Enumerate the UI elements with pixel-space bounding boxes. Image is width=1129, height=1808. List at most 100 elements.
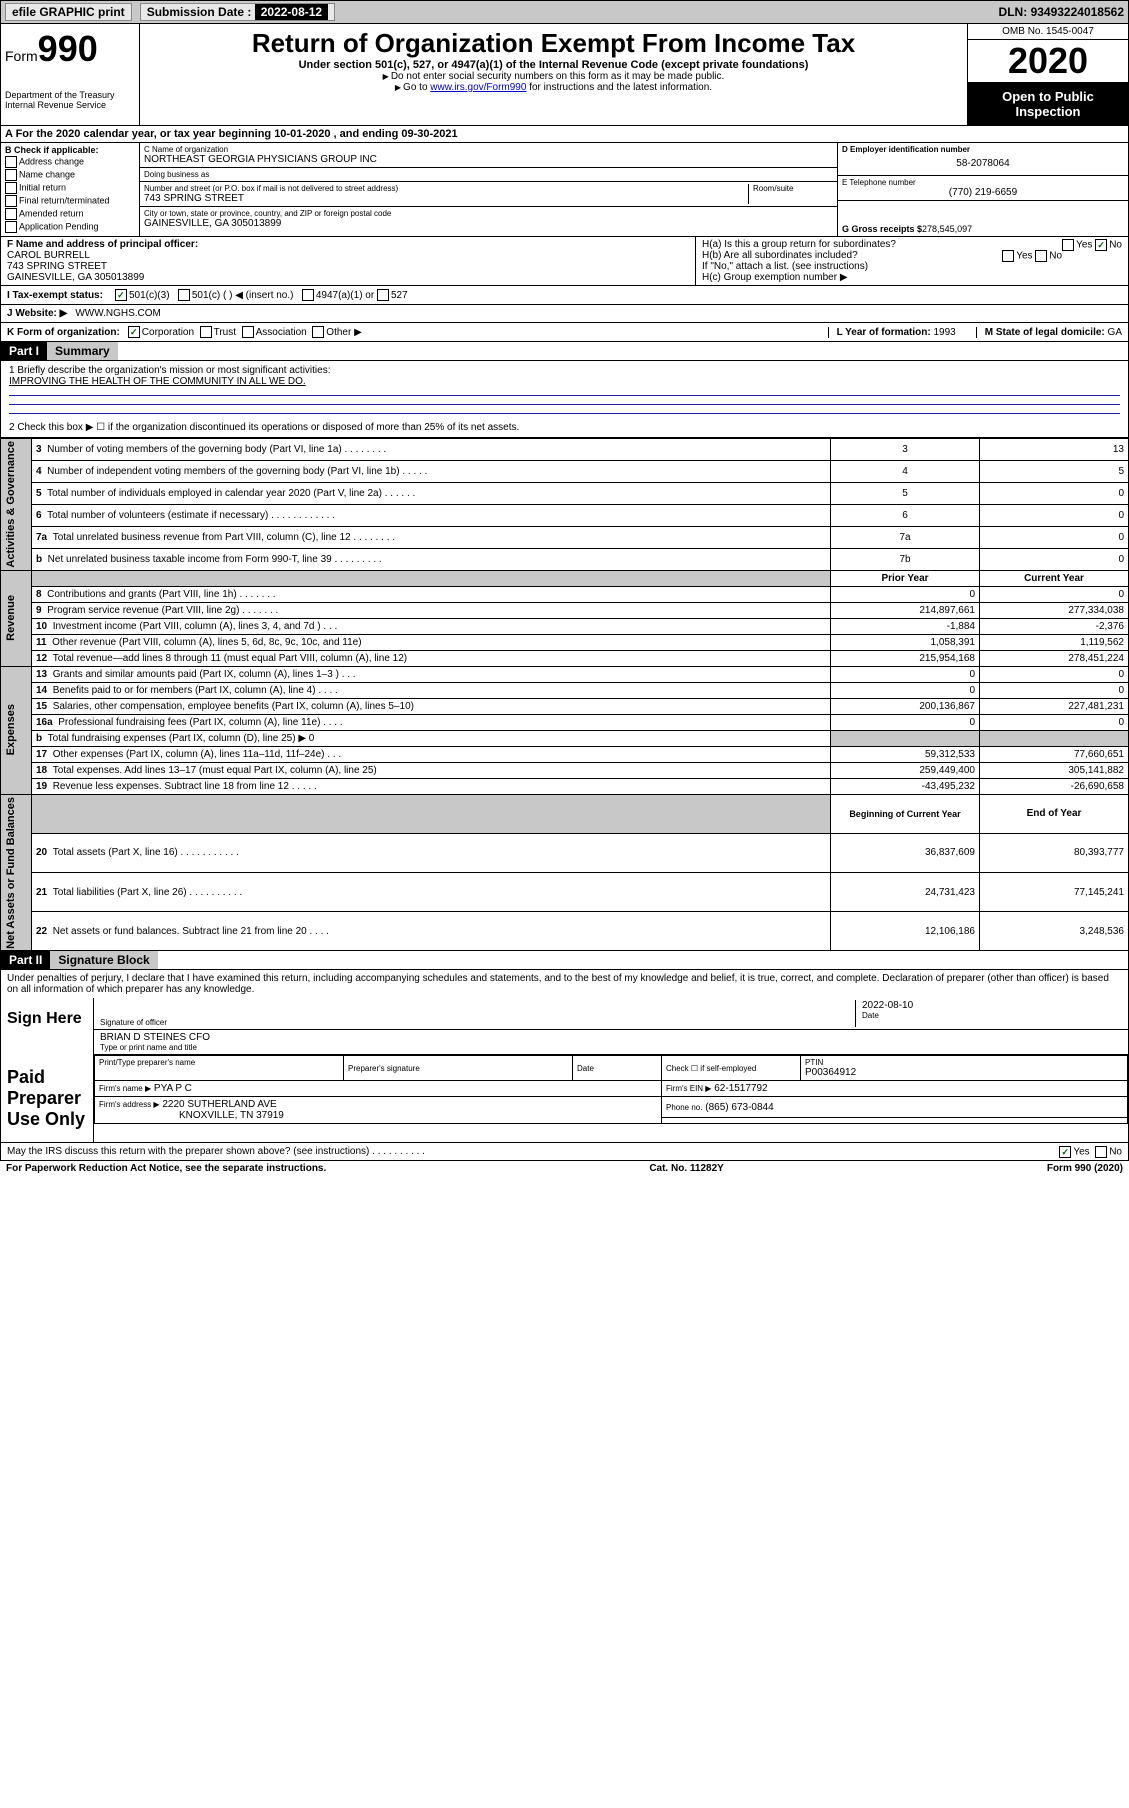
- self-emp-check: Check ☐ if self-employed: [662, 1056, 801, 1081]
- form-title: Return of Organization Exempt From Incom…: [144, 28, 963, 59]
- chk-corp[interactable]: [128, 326, 140, 338]
- section-revenue: Revenue: [5, 595, 17, 641]
- prep-sig-label: Preparer's signature: [348, 1064, 568, 1073]
- chk-app-pending[interactable]: Application Pending: [5, 221, 135, 233]
- line2-discontinued: 2 Check this box ▶ ☐ if the organization…: [9, 422, 1120, 433]
- efile-label[interactable]: efile GRAPHIC print: [5, 3, 132, 21]
- hc-label: H(c) Group exemption number ▶: [702, 272, 1122, 283]
- domicile: GA: [1108, 327, 1122, 338]
- footer: For Paperwork Reduction Act Notice, see …: [0, 1161, 1129, 1176]
- officer-name-typed: BRIAN D STEINES CFO: [100, 1032, 210, 1043]
- firm-addr2: KNOXVILLE, TN 37919: [179, 1110, 284, 1121]
- type-name-label: Type or print name and title: [100, 1043, 210, 1052]
- firm-name-label: Firm's name ▶: [99, 1084, 151, 1093]
- chk-initial-return[interactable]: Initial return: [5, 182, 135, 194]
- col-b-checkboxes: B Check if applicable: Address change Na…: [1, 143, 140, 236]
- beg-year-header: Beginning of Current Year: [831, 794, 980, 833]
- hb-label: H(b) Are all subordinates included?: [702, 250, 858, 261]
- sub-date-label: Submission Date :: [147, 5, 252, 19]
- dept-label: Department of the Treasury: [5, 90, 135, 100]
- form-title-block: Return of Organization Exempt From Incom…: [140, 24, 967, 125]
- sig-date: 2022-08-10: [862, 1000, 1122, 1011]
- dln-label: DLN:: [999, 5, 1028, 19]
- org-name-label: C Name of organization: [144, 145, 833, 154]
- part1-header: Part ISummary: [0, 342, 1129, 361]
- h-note: If "No," attach a list. (see instruction…: [702, 261, 1122, 272]
- phone-label: E Telephone number: [842, 178, 1124, 187]
- line19-label: Revenue less expenses. Subtract line 18 …: [53, 781, 317, 792]
- cat-no: Cat. No. 11282Y: [649, 1163, 723, 1174]
- dln-value: 93493224018562: [1031, 5, 1124, 19]
- summary-table: Activities & Governance 3 Number of voti…: [0, 438, 1129, 951]
- line17-label: Other expenses (Part IX, column (A), lin…: [53, 749, 341, 760]
- line13-label: Grants and similar amounts paid (Part IX…: [53, 669, 356, 680]
- line18-label: Total expenses. Add lines 13–17 (must eq…: [53, 765, 377, 776]
- irs-link[interactable]: www.irs.gov/Form990: [430, 82, 526, 93]
- part1-title: Summary: [47, 342, 118, 360]
- section-governance: Activities & Governance: [5, 441, 17, 568]
- firm-ein-label: Firm's EIN ▶: [666, 1084, 711, 1093]
- discuss-label: May the IRS discuss this return with the…: [7, 1146, 425, 1157]
- current-year-header: Current Year: [980, 570, 1129, 586]
- line16a-label: Professional fundraising fees (Part IX, …: [58, 717, 342, 728]
- paid-preparer-label: Paid Preparer Use Only: [1, 1055, 94, 1142]
- dba-label: Doing business as: [144, 170, 833, 179]
- chk-501c3[interactable]: [115, 289, 127, 301]
- line8-label: Contributions and grants (Part VIII, lin…: [47, 589, 275, 600]
- chk-trust[interactable]: [200, 326, 212, 338]
- form-note1: Do not enter social security numbers on …: [391, 71, 724, 82]
- line11-label: Other revenue (Part VIII, column (A), li…: [52, 637, 361, 648]
- chk-amended[interactable]: Amended return: [5, 208, 135, 220]
- row-a-period: A For the 2020 calendar year, or tax yea…: [0, 126, 1129, 143]
- irs-label: Internal Revenue Service: [5, 100, 135, 110]
- firm-addr1: 2220 SUTHERLAND AVE: [162, 1099, 276, 1110]
- chk-address-change[interactable]: Address change: [5, 156, 135, 168]
- line22-label: Net assets or fund balances. Subtract li…: [53, 926, 329, 937]
- form-word: Form: [5, 48, 38, 64]
- row-f-h: F Name and address of principal officer:…: [0, 237, 1129, 286]
- discuss-yes[interactable]: [1059, 1146, 1071, 1158]
- form-footer: Form 990 (2020): [1047, 1163, 1123, 1174]
- omb-year-block: OMB No. 1545-0047 2020 Open to Public In…: [967, 24, 1128, 125]
- year-formed: 1993: [933, 327, 955, 338]
- firm-ein: 62-1517792: [714, 1083, 767, 1094]
- prep-phone: (865) 673-0844: [705, 1102, 773, 1113]
- officer-addr1: 743 SPRING STREET: [7, 261, 689, 272]
- line6-label: Total number of volunteers (estimate if …: [47, 510, 335, 521]
- note2-pre: Go to: [403, 82, 430, 93]
- prep-name-label: Print/Type preparer's name: [99, 1058, 339, 1067]
- line6-value: 0: [980, 504, 1129, 526]
- line21-label: Total liabilities (Part X, line 26) . . …: [53, 887, 243, 898]
- chk-other[interactable]: [312, 326, 324, 338]
- line20-label: Total assets (Part X, line 16) . . . . .…: [53, 847, 239, 858]
- line3-label: Number of voting members of the governin…: [47, 444, 386, 455]
- chk-assoc[interactable]: [242, 326, 254, 338]
- form-subtitle: Under section 501(c), 527, or 4947(a)(1)…: [144, 59, 963, 71]
- website-value: WWW.NGHS.COM: [75, 308, 161, 319]
- line4-label: Number of independent voting members of …: [47, 466, 427, 477]
- ein-label: D Employer identification number: [842, 145, 1124, 154]
- line4-value: 5: [980, 460, 1129, 482]
- status-label: I Tax-exempt status:: [7, 290, 103, 301]
- part2-badge: Part II: [1, 951, 50, 969]
- info-grid: B Check if applicable: Address change Na…: [0, 143, 1129, 237]
- perjury-text: Under penalties of perjury, I declare th…: [1, 970, 1128, 998]
- website-label: J Website: ▶: [7, 308, 67, 319]
- line14-label: Benefits paid to or for members (Part IX…: [53, 685, 338, 696]
- chk-527[interactable]: [377, 289, 389, 301]
- room-label: Room/suite: [753, 184, 833, 193]
- line7a-value: 0: [980, 526, 1129, 548]
- chk-501c[interactable]: [178, 289, 190, 301]
- korg-label: K Form of organization:: [7, 327, 120, 338]
- chk-4947[interactable]: [302, 289, 314, 301]
- form-id-block: Form990 Department of the Treasury Inter…: [1, 24, 140, 125]
- discuss-no[interactable]: [1095, 1146, 1107, 1158]
- phone-value: (770) 219-6659: [842, 187, 1124, 198]
- line7a-label: Total unrelated business revenue from Pa…: [53, 532, 395, 543]
- mission-block: 1 Briefly describe the organization's mi…: [0, 361, 1129, 438]
- chk-final-return[interactable]: Final return/terminated: [5, 195, 135, 207]
- chk-name-change[interactable]: Name change: [5, 169, 135, 181]
- gross-value: 278,545,097: [922, 224, 972, 234]
- section-net-assets: Net Assets or Fund Balances: [5, 797, 17, 949]
- preparer-table: Print/Type preparer's name Preparer's si…: [94, 1055, 1128, 1124]
